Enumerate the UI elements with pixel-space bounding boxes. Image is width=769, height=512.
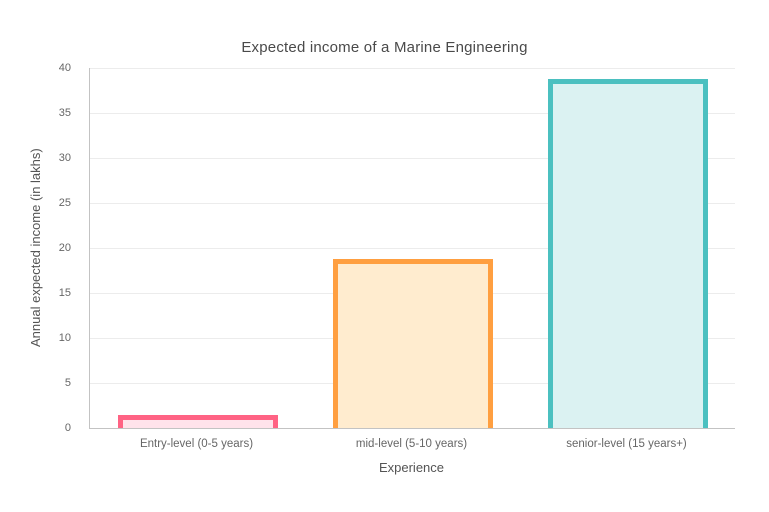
x-tick-label-senior-level: senior-level (15 years+) bbox=[566, 438, 687, 450]
gridline-y-20 bbox=[90, 248, 735, 249]
x-tick-label-entry-level: Entry-level (0-5 years) bbox=[139, 438, 254, 450]
x-axis-title: Experience bbox=[378, 460, 445, 475]
gridline-y-25 bbox=[90, 203, 735, 204]
gridline-y-40 bbox=[90, 68, 735, 69]
y-tick-label-25: 25 bbox=[58, 197, 71, 209]
x-axis-tick-labels: Entry-level (0-5 years) mid-level (5-10 y… bbox=[89, 438, 734, 454]
x-tick-label-mid-level: mid-level (5-10 years) bbox=[355, 438, 468, 450]
y-tick-label-35: 35 bbox=[58, 107, 71, 119]
y-tick-label-20: 20 bbox=[58, 242, 71, 254]
gridline-y-35 bbox=[90, 113, 735, 114]
bar-senior-level[interactable] bbox=[547, 78, 708, 428]
y-tick-label-40: 40 bbox=[58, 62, 71, 74]
gridline-y-30 bbox=[90, 158, 735, 159]
y-tick-label-0: 0 bbox=[64, 422, 71, 434]
chart-title: Expected income of a Marine Engineering bbox=[241, 39, 528, 56]
bar-entry-level[interactable] bbox=[117, 414, 278, 428]
y-tick-label-10: 10 bbox=[58, 332, 71, 344]
y-tick-label-15: 15 bbox=[58, 287, 71, 299]
y-axis-tick-labels: 0 5 10 15 20 25 30 35 40 bbox=[0, 62, 80, 434]
bar-mid-level[interactable] bbox=[332, 258, 493, 428]
plot-area bbox=[89, 68, 735, 429]
y-tick-label-30: 30 bbox=[58, 152, 71, 164]
y-tick-label-5: 5 bbox=[64, 377, 71, 389]
